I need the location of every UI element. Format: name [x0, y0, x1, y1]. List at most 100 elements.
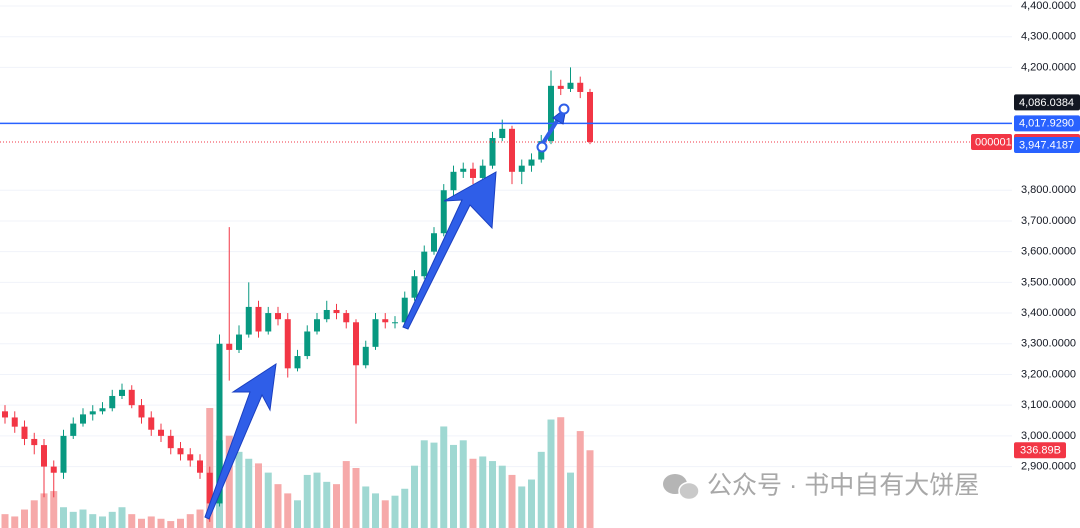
volume-pane — [1, 408, 594, 528]
candle-body — [518, 165, 525, 172]
y-tick-label: 2,900.0000 — [1021, 460, 1076, 472]
candle-body — [89, 411, 96, 415]
volume-bar — [11, 516, 19, 528]
candle-body — [177, 448, 184, 455]
axis-bg — [1012, 0, 1080, 528]
arrow — [204, 362, 277, 520]
candle-body — [119, 389, 125, 396]
candle-body — [206, 472, 213, 504]
volume-bar — [255, 463, 262, 528]
candle-body — [2, 411, 8, 418]
volume-bar — [157, 518, 165, 528]
candle-body — [392, 322, 398, 324]
volume-bar — [50, 491, 58, 528]
volume-bar — [294, 500, 301, 528]
candle-body — [109, 395, 116, 409]
volume-bar — [235, 451, 243, 528]
candle-body — [148, 417, 155, 430]
price-tag — [1014, 94, 1080, 111]
volume-bar — [411, 465, 418, 528]
candle-body — [11, 417, 18, 427]
candle-body — [470, 168, 476, 178]
y-tick-label: 3,300.0000 — [1021, 338, 1076, 350]
candle-body — [70, 423, 77, 436]
y-tick-label: 4,200.0000 — [1021, 61, 1076, 73]
candle-body — [187, 454, 194, 461]
candle-body — [372, 319, 379, 347]
drawn-arrows — [204, 103, 570, 520]
volume-bar — [69, 511, 77, 528]
volume-bar — [537, 451, 545, 528]
y-tick-label: 3,400.0000 — [1021, 307, 1076, 319]
volume-bar — [557, 417, 565, 528]
candle-body — [382, 319, 389, 323]
volume-bar — [40, 493, 48, 528]
volume-bar — [128, 514, 136, 528]
candle-body — [557, 85, 564, 89]
price-tag — [1014, 115, 1080, 132]
y-tick-label: 3,800.0000 — [1021, 184, 1076, 196]
candle-body — [255, 306, 262, 332]
volume-bar — [362, 486, 370, 528]
volume-bar — [167, 521, 175, 528]
candle-body — [284, 319, 291, 369]
grid — [0, 5, 1012, 468]
volume-bar — [391, 495, 399, 528]
volume-bar — [508, 474, 516, 528]
volume-bar — [567, 472, 574, 528]
watermark: 公众号 · 书中自有大饼屋 — [663, 472, 979, 501]
candle-body — [577, 82, 584, 92]
anchor — [536, 141, 548, 153]
volume-bar — [147, 516, 155, 528]
volume-bar — [440, 426, 448, 528]
arrow — [402, 171, 497, 330]
wechat-icon — [678, 481, 700, 501]
y-tick-label: 3,100.0000 — [1021, 399, 1076, 411]
candle-body — [128, 389, 135, 406]
volume-bar — [89, 514, 97, 528]
y-tick-label: 3,600.0000 — [1021, 246, 1076, 258]
volume-bar — [108, 511, 116, 528]
volume-bar — [21, 509, 28, 528]
volume-tag-label: 336.89B — [1020, 445, 1061, 457]
candle-body — [265, 313, 272, 332]
symbol-tag — [971, 134, 1012, 151]
volume-bar — [381, 500, 389, 528]
watermark-text: 公众号 · 书中自有大饼屋 — [707, 472, 979, 500]
candle-body — [567, 82, 574, 89]
volume-bar — [469, 458, 477, 528]
price-axis: 4,400.0000 4,300.0000 4,200.0000 3,800.0000… — [971, 0, 1080, 528]
symbol-label: 000001 — [975, 136, 1012, 148]
volume-bar — [528, 479, 535, 528]
volume-bar — [138, 518, 145, 528]
volume-bar — [30, 500, 38, 528]
volume-bar — [196, 509, 204, 528]
volume-bar — [450, 444, 457, 528]
y-tick-label: 4,300.0000 — [1021, 31, 1076, 43]
volume-bar — [177, 518, 184, 528]
candle-body — [548, 85, 554, 142]
candle-body — [158, 429, 164, 436]
y-tick-label: 3,000.0000 — [1021, 430, 1076, 442]
volume-bar — [576, 431, 584, 528]
candle-body — [236, 334, 242, 350]
volume-bar — [420, 440, 428, 528]
volume-bar — [430, 442, 438, 528]
candle-body — [304, 331, 311, 357]
candle-body — [41, 445, 47, 467]
volume-bar — [323, 481, 331, 528]
volume-bar — [118, 507, 126, 528]
volume-bar — [586, 450, 594, 528]
price-tag-label: 3,947.4187 — [1019, 139, 1074, 151]
volume-bar — [1, 514, 9, 528]
price-lines — [0, 122, 1012, 143]
candle-body — [362, 346, 369, 366]
volume-bar — [245, 458, 253, 528]
candle-body — [587, 91, 593, 143]
volume-bar — [303, 474, 311, 528]
volume-bar — [498, 465, 506, 528]
volume-bar — [225, 435, 233, 528]
candle-body — [31, 438, 38, 446]
candle-body — [460, 168, 467, 172]
